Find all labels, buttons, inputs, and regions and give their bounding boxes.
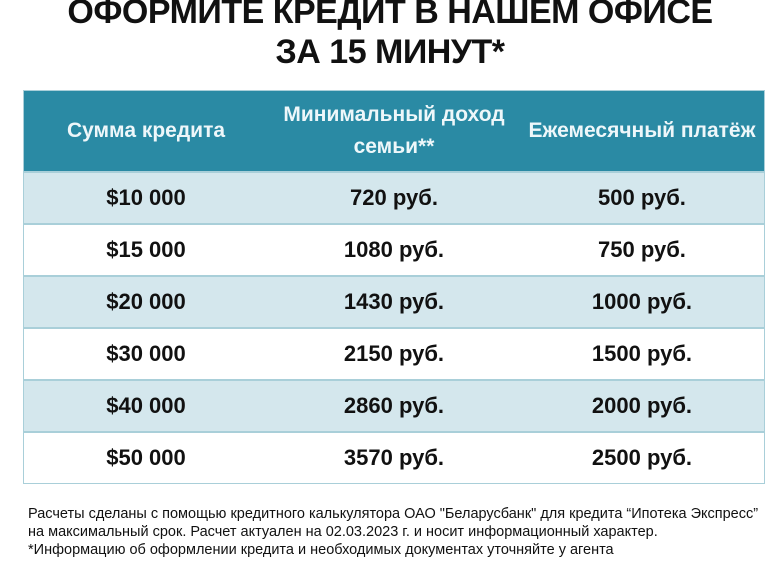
loan-amount-cell: $40 000 xyxy=(23,379,269,432)
loan-amount-cell: $30 000 xyxy=(23,327,269,380)
loan-amount-cell: $10 000 xyxy=(23,171,269,224)
min-income-cell: 2150 руб. xyxy=(268,327,520,380)
min-income-cell: 720 руб. xyxy=(268,171,520,224)
monthly-payment-cell: 2000 руб. xyxy=(519,379,765,432)
footnotes: Расчеты сделаны с помощью кредитного кал… xyxy=(28,505,768,559)
monthly-payment-cell: 1500 руб. xyxy=(519,327,765,380)
page-title-line1: ОФОРМИТЕ КРЕДИТ В НАШЕМ ОФИСЕ xyxy=(67,0,713,31)
table-row: $50 000 3570 руб. 2500 руб. xyxy=(23,431,765,484)
loan-amount-cell: $50 000 xyxy=(23,431,269,484)
min-income-cell: 1430 руб. xyxy=(268,275,520,328)
header-monthly-payment: Ежемесячный платёж xyxy=(519,90,765,172)
header-min-income: Минимальный доход семьи** xyxy=(268,90,520,172)
min-income-cell: 1080 руб. xyxy=(268,223,520,276)
min-income-cell: 2860 руб. xyxy=(268,379,520,432)
table-row: $30 000 2150 руб. 1500 руб. xyxy=(23,327,765,380)
calculation-note: Расчеты сделаны с помощью кредитного кал… xyxy=(28,506,759,540)
table-row: $10 000 720 руб. 500 руб. xyxy=(23,171,765,224)
agent-note: *Информацию об оформлении кредита и необ… xyxy=(28,542,614,558)
page-title-line2: ЗА 15 МИНУТ* xyxy=(275,33,505,71)
table-row: $20 000 1430 руб. 1000 руб. xyxy=(23,275,765,328)
loan-amount-cell: $15 000 xyxy=(23,223,269,276)
table-row: $15 000 1080 руб. 750 руб. xyxy=(23,223,765,276)
monthly-payment-cell: 500 руб. xyxy=(519,171,765,224)
monthly-payment-cell: 1000 руб. xyxy=(519,275,765,328)
table-row: $40 000 2860 руб. 2000 руб. xyxy=(23,379,765,432)
min-income-cell: 3570 руб. xyxy=(268,431,520,484)
table-header-row: Сумма кредита Минимальный доход семьи** … xyxy=(23,90,765,172)
monthly-payment-cell: 2500 руб. xyxy=(519,431,765,484)
header-loan-amount: Сумма кредита xyxy=(23,90,269,172)
credit-table: Сумма кредита Минимальный доход семьи** … xyxy=(23,90,765,484)
loan-amount-cell: $20 000 xyxy=(23,275,269,328)
monthly-payment-cell: 750 руб. xyxy=(519,223,765,276)
